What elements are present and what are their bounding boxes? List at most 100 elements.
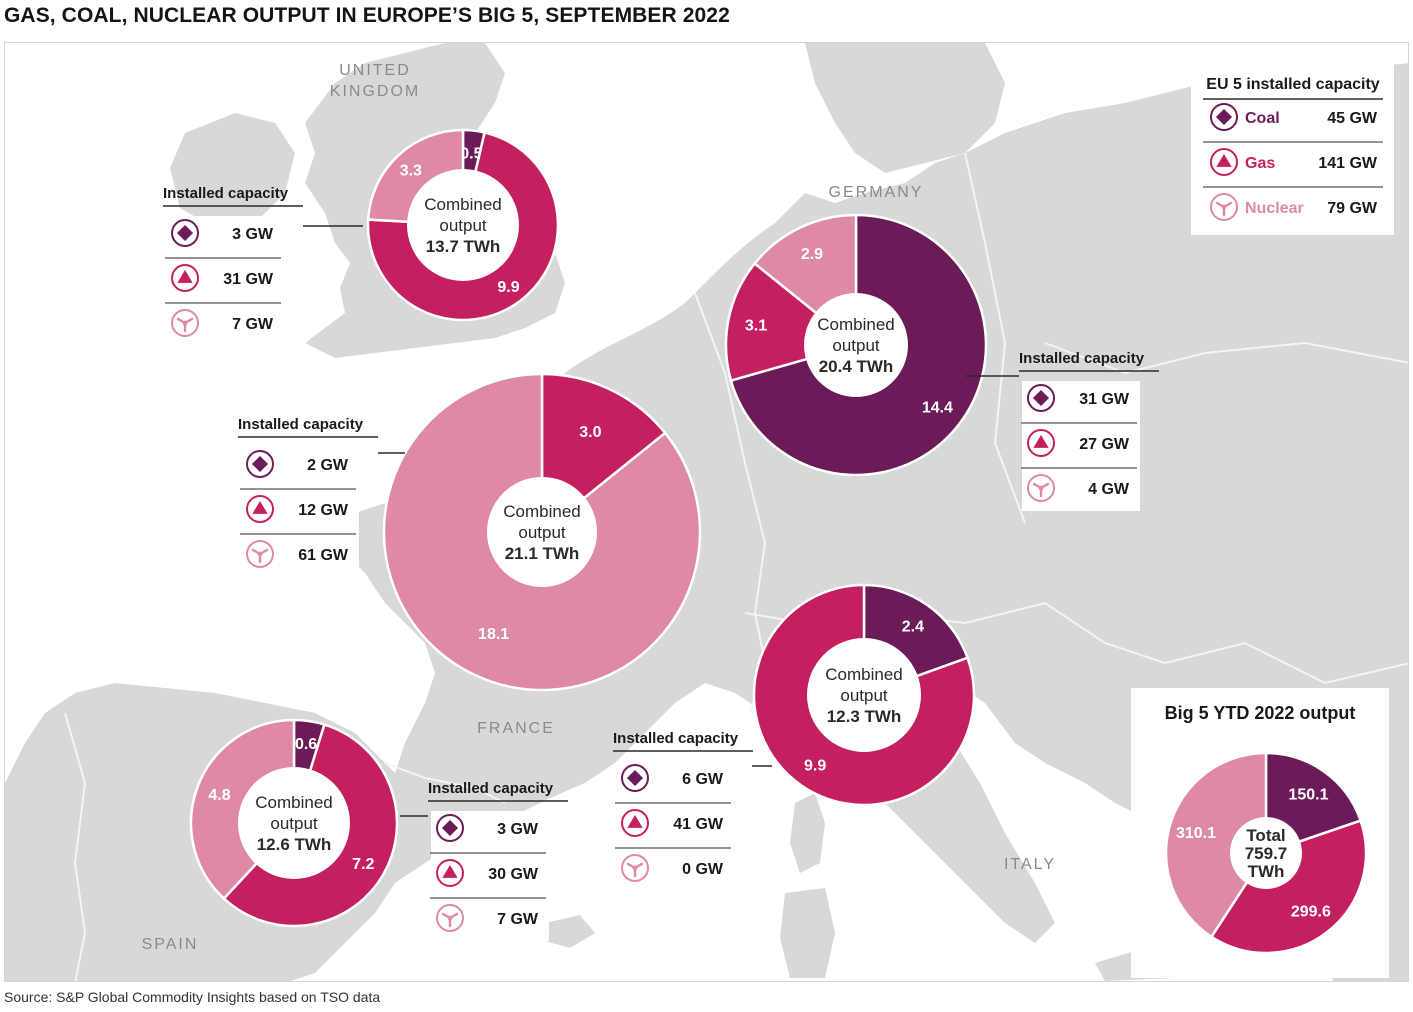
border-spain-portugal: [64, 712, 87, 981]
slice-label-gas: 3.1: [745, 318, 767, 335]
slice-label-nuclear: 2.9: [801, 246, 823, 263]
installed-capacity-title: Installed capacity: [163, 185, 289, 202]
center-label: 12.6 TWh: [257, 835, 332, 854]
capacity-value-gas: 30 GW: [488, 866, 539, 883]
donut-hole: [807, 638, 921, 752]
landmass-scandinavia: [805, 43, 1005, 173]
center-label: output: [832, 336, 880, 355]
nuclear-trefoil-icon: [1210, 193, 1238, 221]
slice-label-coal: 0.5: [460, 145, 482, 162]
capacity-table-spain: Installed capacity 3 GW 30 GW 7 GW: [400, 780, 568, 941]
diamond-in-circle-icon: [171, 219, 199, 247]
slice-label-nuclear: 4.8: [208, 787, 230, 804]
ytd-title: Big 5 YTD 2022 output: [1165, 703, 1356, 723]
center-label: 12.3 TWh: [827, 707, 902, 726]
country-label: UNITED: [339, 62, 411, 79]
legend-value-nuclear: 79 GW: [1327, 200, 1378, 217]
triangle-in-circle-icon: [246, 495, 274, 523]
capacity-table-germany: Installed capacity 31 GW 27 GW 4 GW: [965, 350, 1159, 511]
triangle-in-circle-icon: [1027, 429, 1055, 457]
nuclear-trefoil-icon: [436, 904, 464, 932]
capacity-value-nuclear: 4 GW: [1088, 481, 1130, 498]
legend-value-coal: 45 GW: [1327, 110, 1378, 127]
diamond-in-circle-icon: [1027, 384, 1055, 412]
capacity-value-nuclear: 61 GW: [298, 547, 349, 564]
diamond-in-circle-icon: [621, 764, 649, 792]
border-eastern-europe: [1044, 341, 1408, 375]
landmass-ireland: [170, 113, 295, 228]
installed-capacity-title: Installed capacity: [613, 730, 739, 747]
europe-map: UNITED KINGDOM GERMANY FRANCE SPAIN ITALY 0.5…: [4, 42, 1409, 982]
source-note: Source: S&P Global Commodity Insights ba…: [4, 989, 381, 1005]
capacity-table-france: Installed capacity 2 GW 12 GW 61 GW: [238, 416, 405, 577]
installed-capacity-title: Installed capacity: [428, 780, 554, 797]
nuclear-trefoil-icon: [621, 854, 649, 882]
landmass-corsica: [790, 793, 825, 873]
capacity-table-italy: Installed capacity 6 GW 41 GW 0 GW: [613, 730, 772, 891]
center-label: 21.1 TWh: [505, 544, 580, 563]
capacity-value-gas: 12 GW: [298, 502, 349, 519]
center-label: output: [270, 814, 318, 833]
capacity-value-gas: 31 GW: [223, 271, 274, 288]
country-label: ITALY: [1004, 856, 1056, 873]
landmass-mallorca: [545, 915, 595, 948]
capacity-value-coal: 3 GW: [497, 821, 539, 838]
slice-label-gas: 299.6: [1291, 904, 1331, 921]
slice-label-coal: 2.4: [902, 618, 924, 635]
donut-france: 3.0 18.1 Combined output 21.1 TWh: [382, 372, 702, 692]
landmass-sardinia: [780, 888, 835, 978]
installed-capacity-title: Installed capacity: [1019, 350, 1145, 367]
country-labels: UNITED KINGDOM GERMANY FRANCE SPAIN ITALY: [142, 62, 1056, 953]
slice-label-gas: 9.9: [804, 758, 826, 775]
border-france-germany: [694, 292, 767, 614]
legend-label-nuclear: Nuclear: [1245, 200, 1304, 217]
donut-germany: 14.4 3.1 2.9 Combined output 20.4 TWh: [724, 213, 988, 477]
nuclear-trefoil-icon: [171, 309, 199, 337]
ytd-panel: Big 5 YTD 2022 output: [1165, 703, 1356, 723]
installed-capacity-title: Installed capacity: [238, 416, 364, 433]
chart-title: GAS, COAL, NUCLEAR OUTPUT IN EUROPE’S BI…: [4, 4, 730, 27]
legend-item-nuclear: Nuclear 79 GW: [1210, 193, 1378, 221]
diamond-in-circle-icon: [1210, 103, 1238, 131]
slice-label-nuclear: 3.3: [400, 163, 422, 180]
legend-title: EU 5 installed capacity: [1206, 76, 1380, 93]
capacity-value-gas: 27 GW: [1079, 436, 1130, 453]
legend-value-gas: 141 GW: [1318, 155, 1378, 172]
diamond-in-circle-icon: [246, 450, 274, 478]
slice-label-coal: 14.4: [922, 399, 953, 416]
eu5-legend: EU 5 installed capacity Coal 45 GW Gas 141 G…: [1191, 63, 1394, 235]
slice-label-gas: 3.0: [579, 424, 601, 441]
slice-label-gas: 7.2: [352, 856, 374, 873]
capacity-value-nuclear: 7 GW: [497, 911, 539, 928]
center-label: 20.4 TWh: [819, 357, 894, 376]
legend-item-gas: Gas 141 GW: [1210, 148, 1378, 176]
capacity-value-coal: 3 GW: [232, 226, 274, 243]
capacity-value-coal: 2 GW: [307, 457, 349, 474]
center-label: output: [840, 686, 888, 705]
donut-hole: [1230, 817, 1302, 889]
slice-gas: [1209, 819, 1368, 955]
capacity-value-nuclear: 0 GW: [682, 861, 724, 878]
map-canvas: UNITED KINGDOM GERMANY FRANCE SPAIN ITALY 0.5…: [5, 43, 1408, 981]
donut-hole: [407, 169, 519, 281]
capacity-value-coal: 31 GW: [1079, 391, 1130, 408]
slice-label-coal: 150.1: [1288, 787, 1328, 804]
triangle-in-circle-icon: [436, 859, 464, 887]
center-label: output: [439, 216, 487, 235]
donut-hole: [487, 477, 597, 587]
slice-label-nuclear: 18.1: [478, 626, 509, 643]
center-label: Combined: [825, 665, 903, 684]
center-label: output: [518, 523, 566, 542]
border-france-spain: [384, 762, 506, 804]
capacity-value-nuclear: 7 GW: [232, 316, 274, 333]
center-label: Combined: [424, 195, 502, 214]
center-label: Combined: [817, 315, 895, 334]
capacity-table-united-kingdom: Installed capacity 3 GW 31 GW 7 GW: [163, 185, 363, 346]
country-label: FRANCE: [477, 720, 555, 737]
border-germany-east: [964, 152, 1026, 524]
center-label: Combined: [255, 793, 333, 812]
